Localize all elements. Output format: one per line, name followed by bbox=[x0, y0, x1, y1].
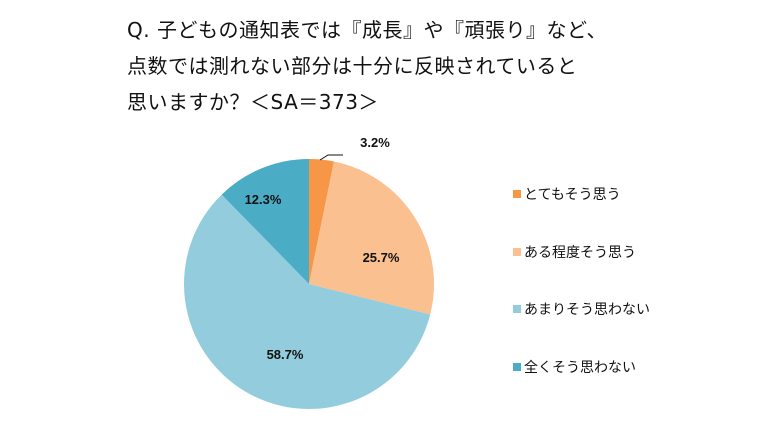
legend-item-very-much: とてもそう思う bbox=[513, 184, 650, 204]
legend-swatch bbox=[513, 247, 521, 256]
legend-label: ある程度そう思う bbox=[524, 244, 636, 261]
pie-slice bbox=[221, 159, 309, 284]
legend: とてもそう思う ある程度そう思う あまりそう思わない 全くそう思わない bbox=[513, 184, 650, 414]
title-line-2: 点数では測れない部分は十分に反映されていると bbox=[127, 54, 578, 78]
chart-title: Q. 子どもの通知表では『成長』や『頑張り』など、 点数では測れない部分は十分に… bbox=[127, 12, 687, 120]
pie-labels: 3.2% 25.7% 58.7% 12.3% bbox=[245, 135, 400, 362]
pie-slice bbox=[309, 161, 434, 315]
pie-slices bbox=[184, 159, 434, 409]
legend-label: 全くそう思わない bbox=[524, 359, 636, 376]
slice-label: 58.7% bbox=[267, 347, 304, 362]
legend-item-somewhat: ある程度そう思う bbox=[513, 242, 650, 262]
pie-slice bbox=[184, 194, 431, 409]
leader-line bbox=[319, 154, 343, 161]
legend-swatch bbox=[513, 362, 521, 371]
pie-slice bbox=[309, 159, 334, 284]
title-line-3: 思いますか？＜SA＝373＞ bbox=[127, 90, 379, 114]
slice-label: 3.2% bbox=[360, 135, 390, 150]
legend-label: あまりそう思わない bbox=[524, 302, 650, 318]
legend-item-not-at-all: 全くそう思わない bbox=[513, 357, 650, 377]
slice-label: 12.3% bbox=[245, 192, 282, 207]
legend-item-not-much: あまりそう思わない bbox=[513, 299, 650, 319]
legend-label: とてもそう思う bbox=[524, 187, 621, 203]
title-line-1: Q. 子どもの通知表では『成長』や『頑張り』など、 bbox=[127, 18, 607, 42]
legend-swatch bbox=[513, 305, 521, 313]
legend-swatch bbox=[513, 190, 521, 198]
slice-label: 25.7% bbox=[363, 250, 400, 265]
